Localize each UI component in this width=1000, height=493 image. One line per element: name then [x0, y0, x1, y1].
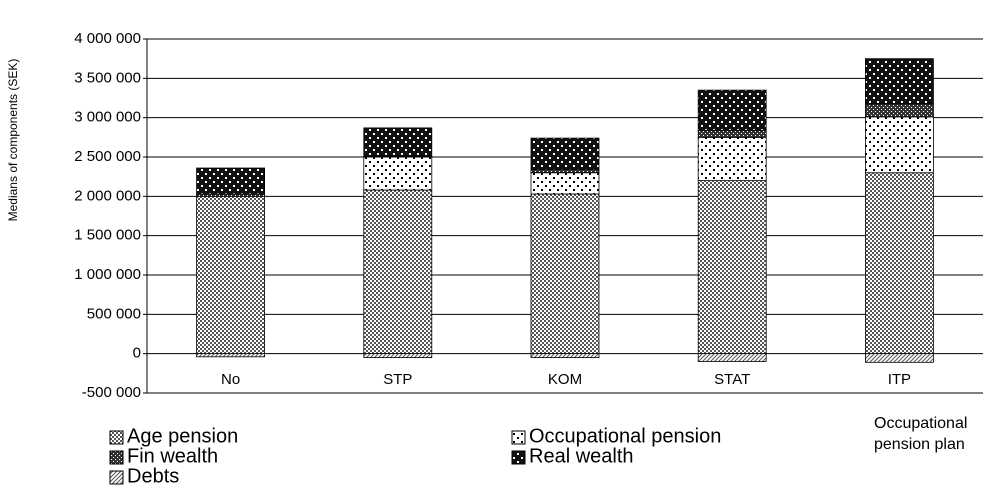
bar-segment	[363, 189, 433, 355]
bar-segment	[363, 127, 433, 157]
bar-segment	[196, 167, 266, 195]
x-tick-label: No	[221, 371, 240, 388]
y-tick-label: 500 000	[87, 305, 141, 322]
bar-segment	[697, 89, 767, 131]
bar-segment	[697, 353, 767, 362]
legend-label: Occupational pension	[529, 425, 721, 447]
x-tick-label: STAT	[714, 371, 750, 388]
x-tick-label: ITP	[888, 371, 911, 388]
legend-swatch	[109, 450, 124, 465]
bar-segment	[196, 353, 266, 358]
y-tick-label: 3 000 000	[74, 109, 141, 126]
y-tick-label: 0	[133, 345, 141, 362]
y-tick-label: 1 500 000	[74, 227, 141, 244]
legend-swatch	[109, 430, 124, 445]
y-axis-label: Medians of components (SEK)	[6, 59, 20, 222]
y-tick-label: -500 000	[82, 384, 141, 401]
bar-segment	[363, 156, 433, 191]
bar-segment	[363, 353, 433, 358]
bar-segment	[697, 180, 767, 355]
x-axis-label: Occupational pension plan	[874, 415, 968, 453]
legend-swatch	[511, 450, 526, 465]
bar-segment	[530, 169, 600, 174]
legend-label: Age pension	[127, 425, 238, 447]
y-tick-label: 2 500 000	[74, 148, 141, 165]
legend-swatch	[511, 430, 526, 445]
legend-label: Fin wealth	[127, 445, 218, 467]
y-tick-label: 3 500 000	[74, 69, 141, 86]
x-tick-label: KOM	[548, 371, 582, 388]
y-tick-label: 2 000 000	[74, 187, 141, 204]
x-tick-label: STP	[383, 371, 412, 388]
bar-segment	[530, 137, 600, 170]
bar-segment	[196, 195, 266, 355]
legend-label: Real wealth	[529, 445, 634, 467]
bar-segment	[865, 116, 934, 174]
bar-segment	[865, 58, 934, 105]
bar-segment	[865, 353, 934, 363]
bar-segment	[865, 172, 934, 355]
bar-segment	[530, 193, 600, 355]
legend-label: Debts	[127, 465, 179, 487]
y-tick-label: 1 000 000	[74, 266, 141, 283]
legend-swatch	[109, 470, 124, 485]
bar-segment	[865, 103, 934, 118]
bar-segment	[697, 136, 767, 181]
bar-segment	[530, 172, 600, 195]
bar-segment	[530, 353, 600, 358]
y-tick-label: 4 000 000	[74, 30, 141, 47]
bar-segment	[697, 129, 767, 138]
